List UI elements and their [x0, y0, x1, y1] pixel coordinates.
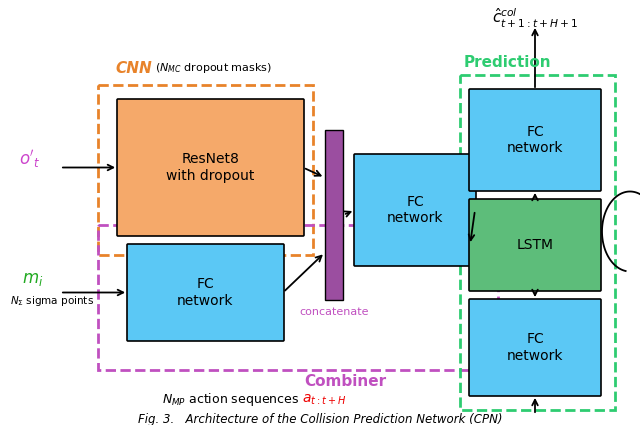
Text: concatenate: concatenate [300, 307, 369, 317]
Text: Prediction: Prediction [464, 54, 552, 70]
Text: FC
network: FC network [507, 332, 563, 363]
Text: ResNet8
with dropout: ResNet8 with dropout [166, 153, 255, 183]
FancyBboxPatch shape [127, 244, 284, 341]
Text: FC
network: FC network [507, 125, 563, 155]
Text: LSTM: LSTM [516, 238, 554, 252]
Bar [98, 85, 313, 255]
FancyBboxPatch shape [354, 154, 476, 266]
Bar [98, 225, 498, 370]
FancyBboxPatch shape [469, 299, 601, 396]
Text: FC
network: FC network [387, 195, 444, 225]
Text: Fig. 3.   Architecture of the Collision Prediction Network (CPN): Fig. 3. Architecture of the Collision Pr… [138, 414, 502, 425]
Text: $m_i$: $m_i$ [22, 269, 44, 287]
Bar [325, 130, 343, 300]
Text: $N_\Sigma$ sigma points: $N_\Sigma$ sigma points [10, 294, 94, 308]
Text: CNN: CNN [115, 60, 152, 76]
Text: $a_{t:t+H}$: $a_{t:t+H}$ [302, 393, 346, 407]
FancyBboxPatch shape [117, 99, 304, 236]
FancyBboxPatch shape [469, 89, 601, 191]
FancyBboxPatch shape [469, 199, 601, 291]
Text: $o'_t$: $o'_t$ [19, 148, 41, 170]
Text: $(N_{MC}$ dropout masks): $(N_{MC}$ dropout masks) [155, 61, 272, 75]
Text: $N_{MP}$ action sequences: $N_{MP}$ action sequences [163, 391, 300, 408]
Text: $\hat{c}^{col}_{t+1:t+H+1}$: $\hat{c}^{col}_{t+1:t+H+1}$ [492, 6, 579, 30]
Text: FC
network: FC network [177, 278, 234, 308]
Text: Combiner: Combiner [304, 374, 386, 389]
Bar [460, 75, 615, 410]
